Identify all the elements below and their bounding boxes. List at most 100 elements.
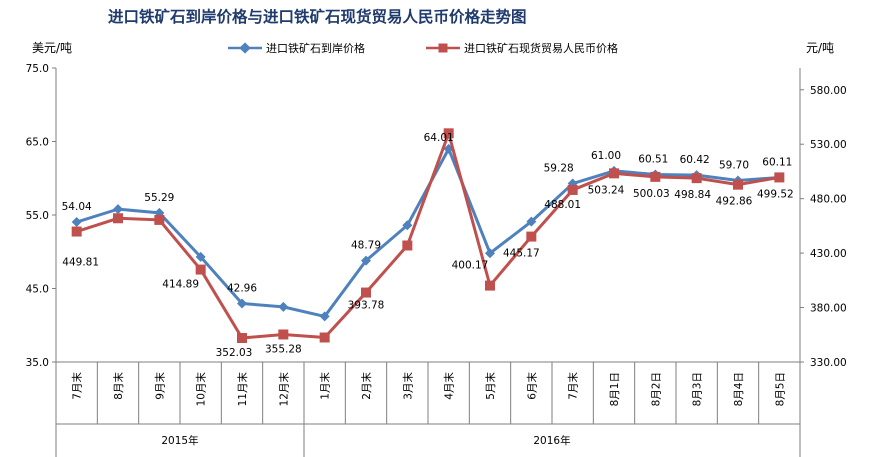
right-tick-label: 430.00 xyxy=(810,248,847,260)
left-tick-label: 55.0 xyxy=(26,210,49,222)
series-1-point xyxy=(733,179,743,190)
legend-marker-1 xyxy=(438,43,448,53)
series-0-point xyxy=(195,251,206,262)
data-label-1: 449.81 xyxy=(62,257,99,269)
data-label-0: 59.70 xyxy=(719,159,749,171)
series-0-point xyxy=(278,301,289,312)
category-label: 7月末 xyxy=(567,372,580,400)
series-1-point xyxy=(278,329,289,340)
category-label: 4月末 xyxy=(443,372,456,400)
series-1-point xyxy=(319,332,330,343)
data-label-1: 445.17 xyxy=(503,248,540,260)
category-label: 8月3日 xyxy=(692,372,704,406)
series-1-point xyxy=(774,172,785,183)
series-1-point xyxy=(113,213,123,224)
data-label-1: 500.03 xyxy=(633,188,670,200)
data-label-0: 60.51 xyxy=(638,154,668,166)
category-label: 7月末 xyxy=(71,372,84,400)
series-line-1 xyxy=(76,131,780,340)
category-label: 8月4日 xyxy=(733,372,745,406)
series-1-point xyxy=(402,240,413,251)
right-tick-label: 480.00 xyxy=(810,194,847,206)
category-label: 1月末 xyxy=(319,372,332,400)
series-1-point xyxy=(485,280,495,291)
data-label-1: 503.24 xyxy=(588,184,625,196)
right-axis-unit: 元/吨 xyxy=(806,41,834,55)
group-label: 2016年 xyxy=(533,434,570,447)
category-label: 8月2日 xyxy=(650,372,662,406)
category-label: 8月末 xyxy=(112,372,125,400)
data-label-1: 355.28 xyxy=(265,343,302,355)
data-labels: 54.04 55.29 42.96 48.79 64.01 59.28 61.00 60.51… xyxy=(62,132,794,359)
series-1-point xyxy=(691,173,702,184)
series-1-point xyxy=(526,231,537,242)
data-label-0: 60.42 xyxy=(680,154,710,166)
series-1-point xyxy=(195,264,206,275)
data-label-1: 352.03 xyxy=(216,347,253,359)
series-1-point xyxy=(443,128,454,139)
category-label: 5月末 xyxy=(484,372,497,400)
axes xyxy=(55,68,801,363)
series-layer xyxy=(71,128,785,344)
data-label-1: 393.78 xyxy=(348,300,385,312)
right-tick-label: 580.00 xyxy=(810,85,847,97)
series-0-point xyxy=(71,217,82,228)
legend-item-1: 进口铁矿石现货贸易人民币价格 xyxy=(426,41,618,55)
right-tick-label: 380.00 xyxy=(810,303,847,315)
right-tick-label: 530.00 xyxy=(810,139,847,151)
data-label-1: 492.86 xyxy=(716,196,753,208)
right-tick-label: 330.00 xyxy=(810,357,847,369)
category-label: 3月末 xyxy=(401,372,414,400)
series-1-point xyxy=(609,168,619,179)
series-line-0 xyxy=(76,147,780,318)
series-0-point xyxy=(402,220,413,231)
left-tick-label: 35.0 xyxy=(26,357,49,369)
left-axis-ticks: 35.0 45.0 55.0 65.0 75.0 xyxy=(26,63,56,369)
left-tick-label: 45.0 xyxy=(26,284,49,296)
series-1-point xyxy=(650,171,661,182)
legend: 进口铁矿石到岸价格 进口铁矿石现货贸易人民币价格 xyxy=(228,41,618,55)
series-1-point xyxy=(71,226,82,237)
series-0-point xyxy=(319,311,330,322)
data-label-1: 499.52 xyxy=(757,188,794,200)
category-label: 8月1日 xyxy=(609,372,621,406)
category-label: 10月末 xyxy=(195,372,208,407)
right-axis-ticks: 330.00 380.00 430.00 480.00 530.00 580.00 xyxy=(800,85,847,369)
data-label-0: 48.79 xyxy=(351,240,381,252)
category-label: 8月5日 xyxy=(774,372,786,406)
data-label-0: 61.00 xyxy=(591,150,621,162)
data-label-0: 60.11 xyxy=(762,156,792,168)
category-label: 2月末 xyxy=(360,372,373,400)
series-1-point xyxy=(154,214,165,225)
group-label: 2015年 xyxy=(161,434,198,447)
category-label: 6月末 xyxy=(525,372,538,400)
category-labels: 7月末 8月末 9月末 10月末 11月末 12月末 1月末 2月末 3月末 4月末 5月末 6月末 7… xyxy=(55,362,801,424)
category-label: 9月末 xyxy=(153,372,166,400)
series-0-point xyxy=(361,255,371,266)
series-0-point xyxy=(526,216,537,227)
data-label-1: 400.17 xyxy=(452,260,489,272)
data-label-0: 55.29 xyxy=(144,192,174,204)
left-tick-label: 75.0 xyxy=(26,63,49,75)
legend-label-1: 进口铁矿石现货贸易人民币价格 xyxy=(464,41,618,55)
year-groups: 2015年 2016年 xyxy=(55,423,801,457)
series-0-point xyxy=(237,298,247,309)
legend-label-0: 进口铁矿石到岸价格 xyxy=(266,41,365,55)
data-label-0: 42.96 xyxy=(227,282,257,294)
left-axis-unit: 美元/吨 xyxy=(32,41,72,55)
data-label-0: 64.01 xyxy=(424,132,454,144)
data-label-1: 498.84 xyxy=(674,189,711,201)
series-1-point xyxy=(567,184,578,195)
legend-item-0: 进口铁矿石到岸价格 xyxy=(228,41,365,55)
category-label: 11月末 xyxy=(236,372,249,407)
left-tick-label: 65.0 xyxy=(26,137,49,149)
data-label-0: 54.04 xyxy=(62,201,92,213)
series-0-point xyxy=(113,204,123,215)
series-0-point xyxy=(485,248,495,259)
data-label-0: 59.28 xyxy=(544,163,574,175)
data-label-1: 414.89 xyxy=(162,279,199,291)
series-1-point xyxy=(237,333,247,344)
legend-marker-0 xyxy=(239,42,251,54)
data-label-1: 488.01 xyxy=(544,199,581,211)
